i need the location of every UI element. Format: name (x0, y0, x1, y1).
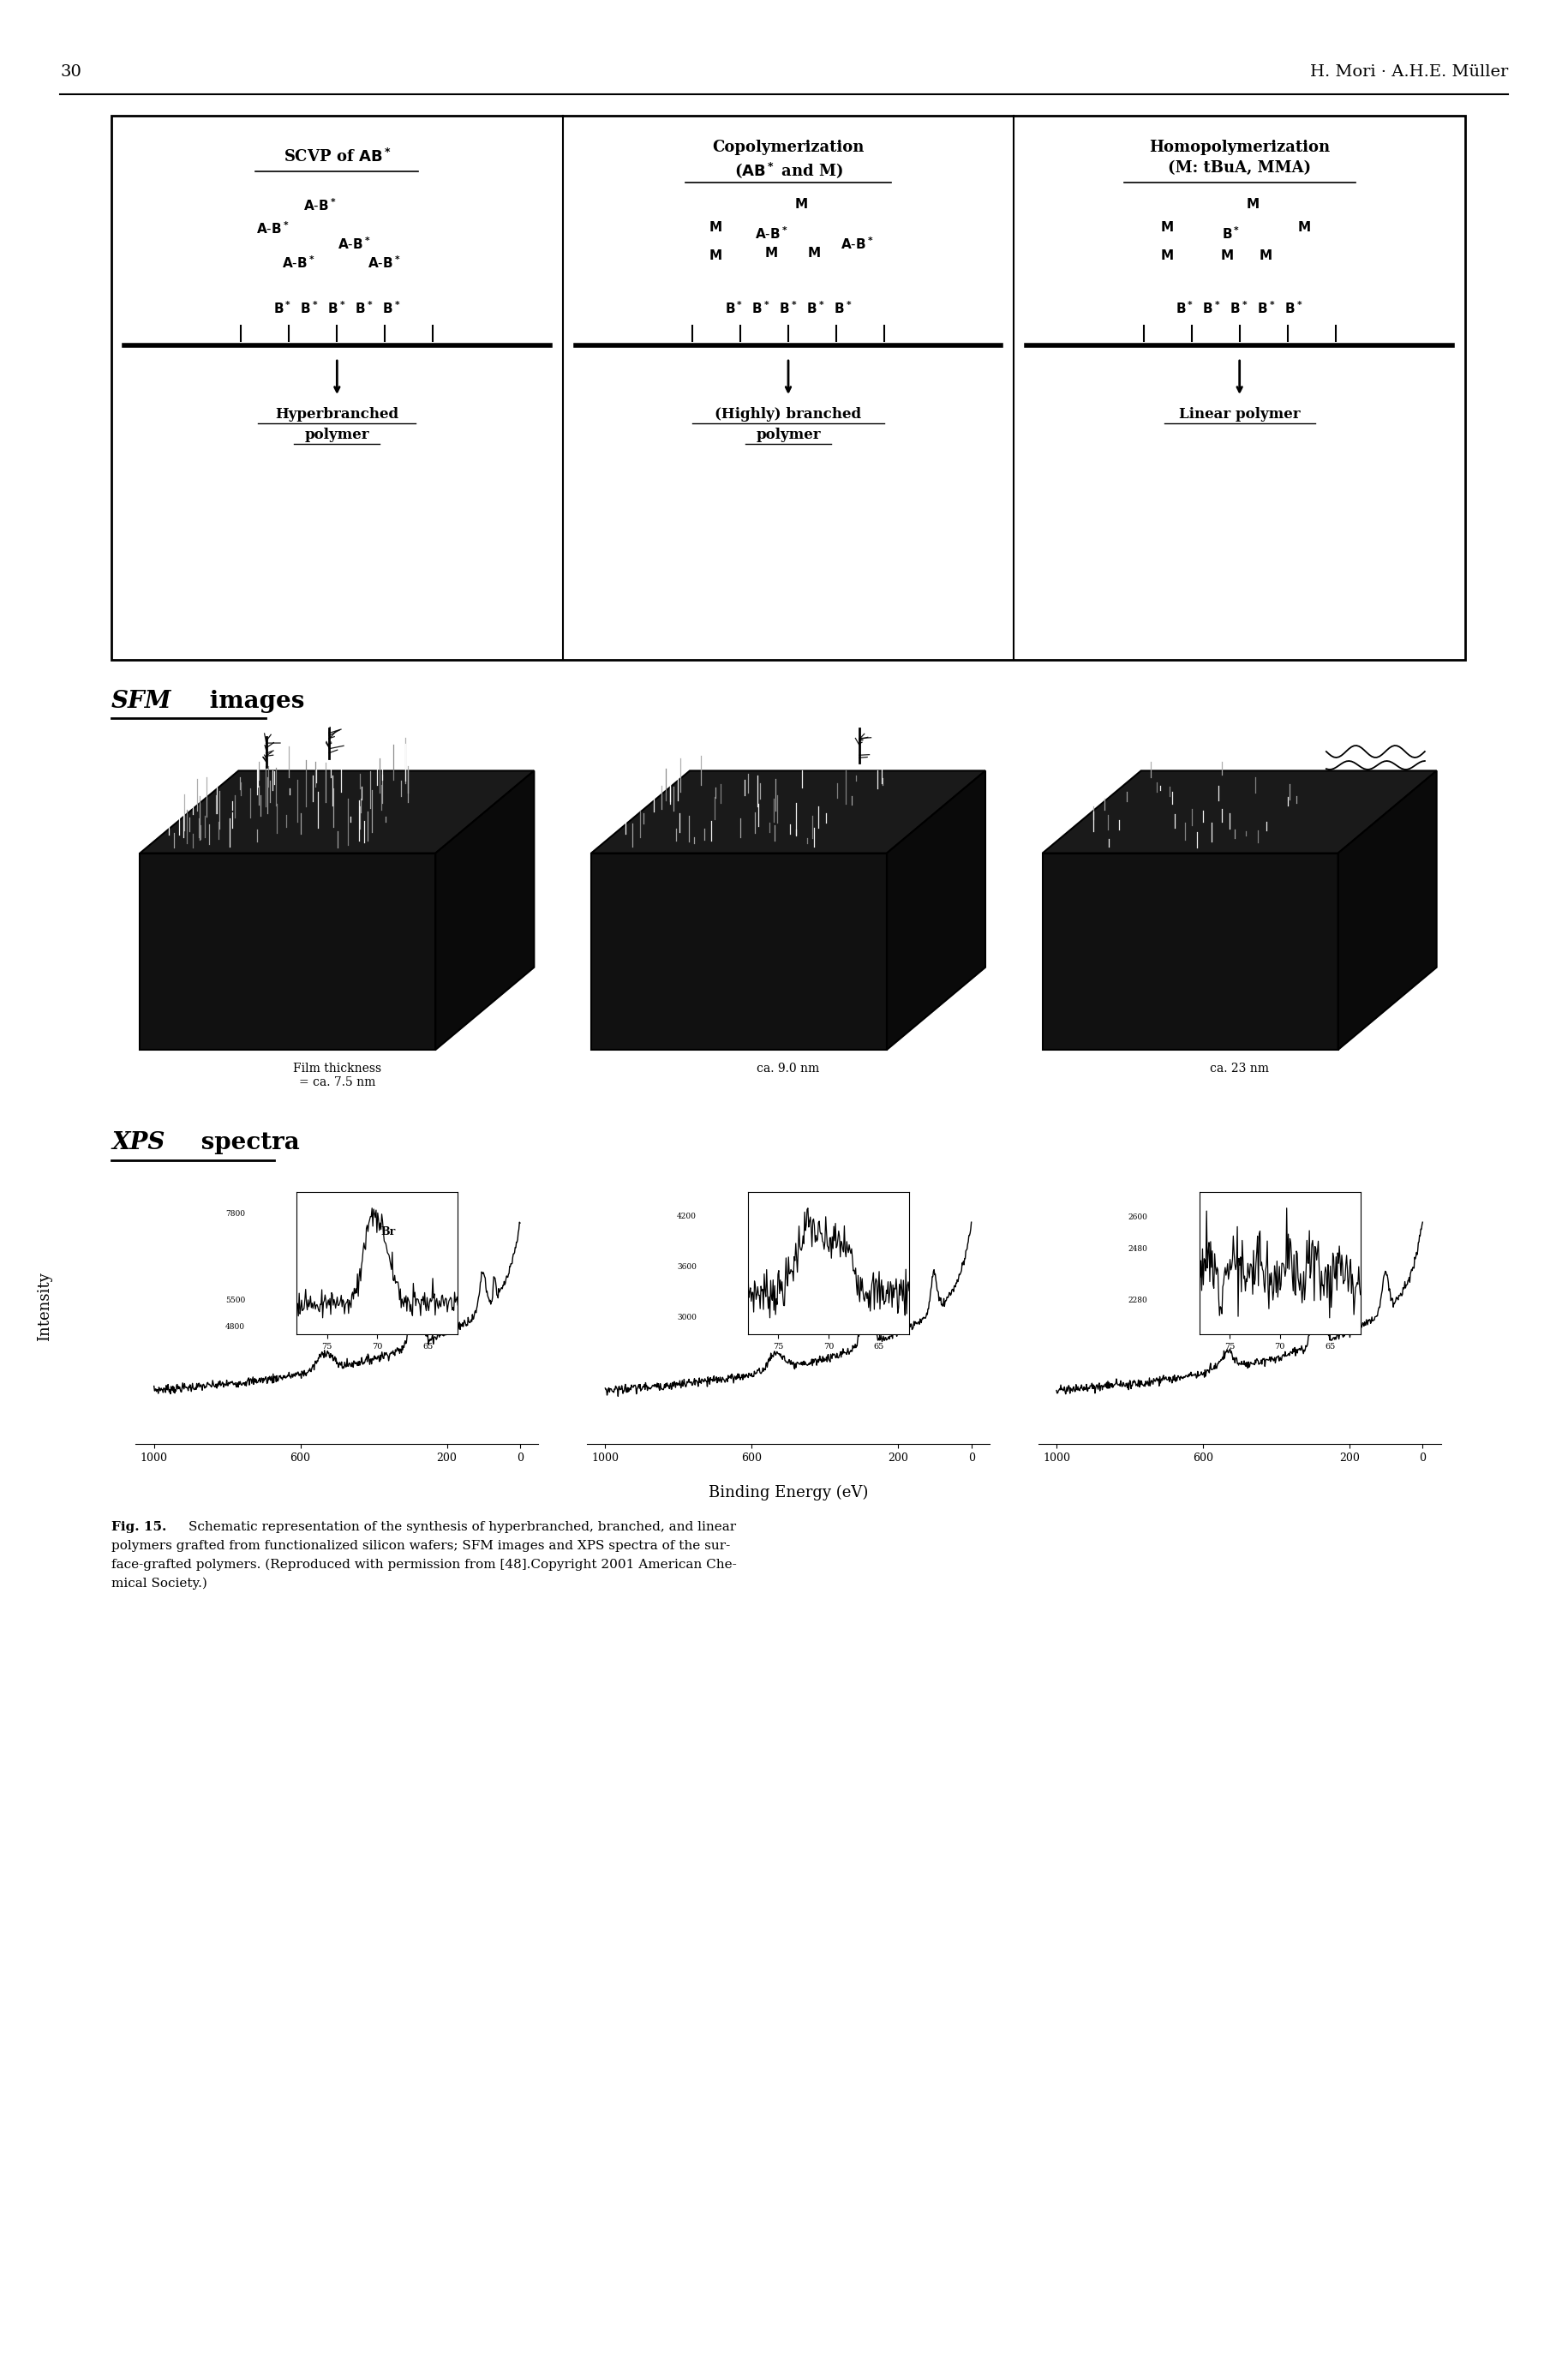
Text: polymer: polymer (304, 428, 370, 442)
Text: Binding Energy (eV): Binding Energy (eV) (709, 1486, 869, 1501)
Text: images: images (201, 690, 304, 713)
Text: $\mathbf{A\text{-}B^*}$: $\mathbf{A\text{-}B^*}$ (282, 254, 315, 271)
Text: $\mathbf{A\text{-}B^*}$: $\mathbf{A\text{-}B^*}$ (256, 221, 289, 235)
Text: XPS: XPS (111, 1132, 165, 1153)
Text: ($\mathbf{AB^*}$ and M): ($\mathbf{AB^*}$ and M) (734, 159, 842, 181)
Text: polymer: polymer (756, 428, 820, 442)
Text: $\mathbf{M}$: $\mathbf{M}$ (764, 245, 778, 259)
Text: $\mathbf{M}$: $\mathbf{M}$ (808, 245, 820, 259)
Text: (Highly) branched: (Highly) branched (715, 407, 861, 421)
Text: $\mathbf{A\text{-}B^*}$: $\mathbf{A\text{-}B^*}$ (337, 235, 370, 252)
Text: (M: tBuA, MMA): (M: tBuA, MMA) (1168, 159, 1311, 176)
Text: $\mathbf{A\text{-}B^*}$: $\mathbf{A\text{-}B^*}$ (367, 254, 401, 271)
Polygon shape (1043, 854, 1338, 1049)
Text: Copolymerization: Copolymerization (712, 140, 864, 155)
Text: $\mathbf{M}$: $\mathbf{M}$ (1259, 250, 1272, 262)
Text: $\mathbf{M}$: $\mathbf{M}$ (1160, 221, 1173, 233)
Text: H. Mori · A.H.E. Müller: H. Mori · A.H.E. Müller (1309, 64, 1508, 81)
Text: $\mathbf{B^*\ \ B^*\ \ B^*\ \ B^*\ \ B^*}$: $\mathbf{B^*\ \ B^*\ \ B^*\ \ B^*\ \ B^*… (724, 300, 851, 316)
Text: ca. 9.0 nm: ca. 9.0 nm (757, 1063, 820, 1075)
Bar (111, 117, 1465, 659)
Text: face-grafted polymers. (Reproduced with permission from [48].Copyright 2001 Amer: face-grafted polymers. (Reproduced with … (111, 1558, 737, 1572)
Text: $\mathbf{A\text{-}B^*}$: $\mathbf{A\text{-}B^*}$ (754, 226, 787, 243)
Polygon shape (140, 854, 436, 1049)
Text: ca. 23 nm: ca. 23 nm (1210, 1063, 1269, 1075)
Polygon shape (887, 770, 985, 1049)
Polygon shape (436, 770, 535, 1049)
Text: polymers grafted from functionalized silicon wafers; SFM images and XPS spectra : polymers grafted from functionalized sil… (111, 1541, 731, 1553)
Text: $\mathbf{M}$: $\mathbf{M}$ (709, 221, 723, 233)
Text: $\mathbf{B^*\ \ B^*\ \ B^*\ \ B^*\ \ B^*}$: $\mathbf{B^*\ \ B^*\ \ B^*\ \ B^*\ \ B^*… (273, 300, 401, 316)
Text: SCVP of $\mathbf{AB^*}$: SCVP of $\mathbf{AB^*}$ (284, 147, 390, 166)
Text: Intensity: Intensity (36, 1272, 52, 1341)
Polygon shape (140, 770, 535, 854)
Text: $\mathbf{M}$: $\mathbf{M}$ (709, 250, 723, 262)
Text: SFM: SFM (111, 690, 172, 713)
Text: Schematic representation of the synthesis of hyperbranched, branched, and linear: Schematic representation of the synthesi… (188, 1522, 735, 1534)
Text: $\mathbf{M}$: $\mathbf{M}$ (795, 197, 808, 212)
Text: $\mathbf{M}$: $\mathbf{M}$ (1297, 221, 1311, 233)
Text: $\mathbf{A\text{-}B^*}$: $\mathbf{A\text{-}B^*}$ (303, 197, 337, 214)
Text: Linear polymer: Linear polymer (1179, 407, 1300, 421)
Text: 30: 30 (60, 64, 82, 81)
Text: $\mathbf{B^*}$: $\mathbf{B^*}$ (1221, 226, 1240, 243)
Text: $\mathbf{A\text{-}B^*}$: $\mathbf{A\text{-}B^*}$ (840, 235, 873, 252)
Polygon shape (1043, 770, 1436, 854)
Text: $\mathbf{B^*\ \ B^*\ \ B^*\ \ B^*\ \ B^*}$: $\mathbf{B^*\ \ B^*\ \ B^*\ \ B^*\ \ B^*… (1176, 300, 1303, 316)
Text: Fig. 15.: Fig. 15. (111, 1522, 166, 1534)
Text: $\mathbf{M}$: $\mathbf{M}$ (1160, 250, 1173, 262)
Text: $\mathbf{M}$: $\mathbf{M}$ (1220, 250, 1234, 262)
Text: Film thickness
= ca. 7.5 nm: Film thickness = ca. 7.5 nm (293, 1063, 381, 1089)
Text: Hyperbranched: Hyperbranched (276, 407, 398, 421)
Text: $\mathbf{M}$: $\mathbf{M}$ (1245, 197, 1259, 212)
Polygon shape (591, 770, 985, 854)
Polygon shape (1338, 770, 1436, 1049)
Text: Homopolymerization: Homopolymerization (1149, 140, 1330, 155)
Text: spectra: spectra (193, 1132, 299, 1153)
Text: mical Society.): mical Society.) (111, 1577, 207, 1591)
Polygon shape (591, 854, 887, 1049)
